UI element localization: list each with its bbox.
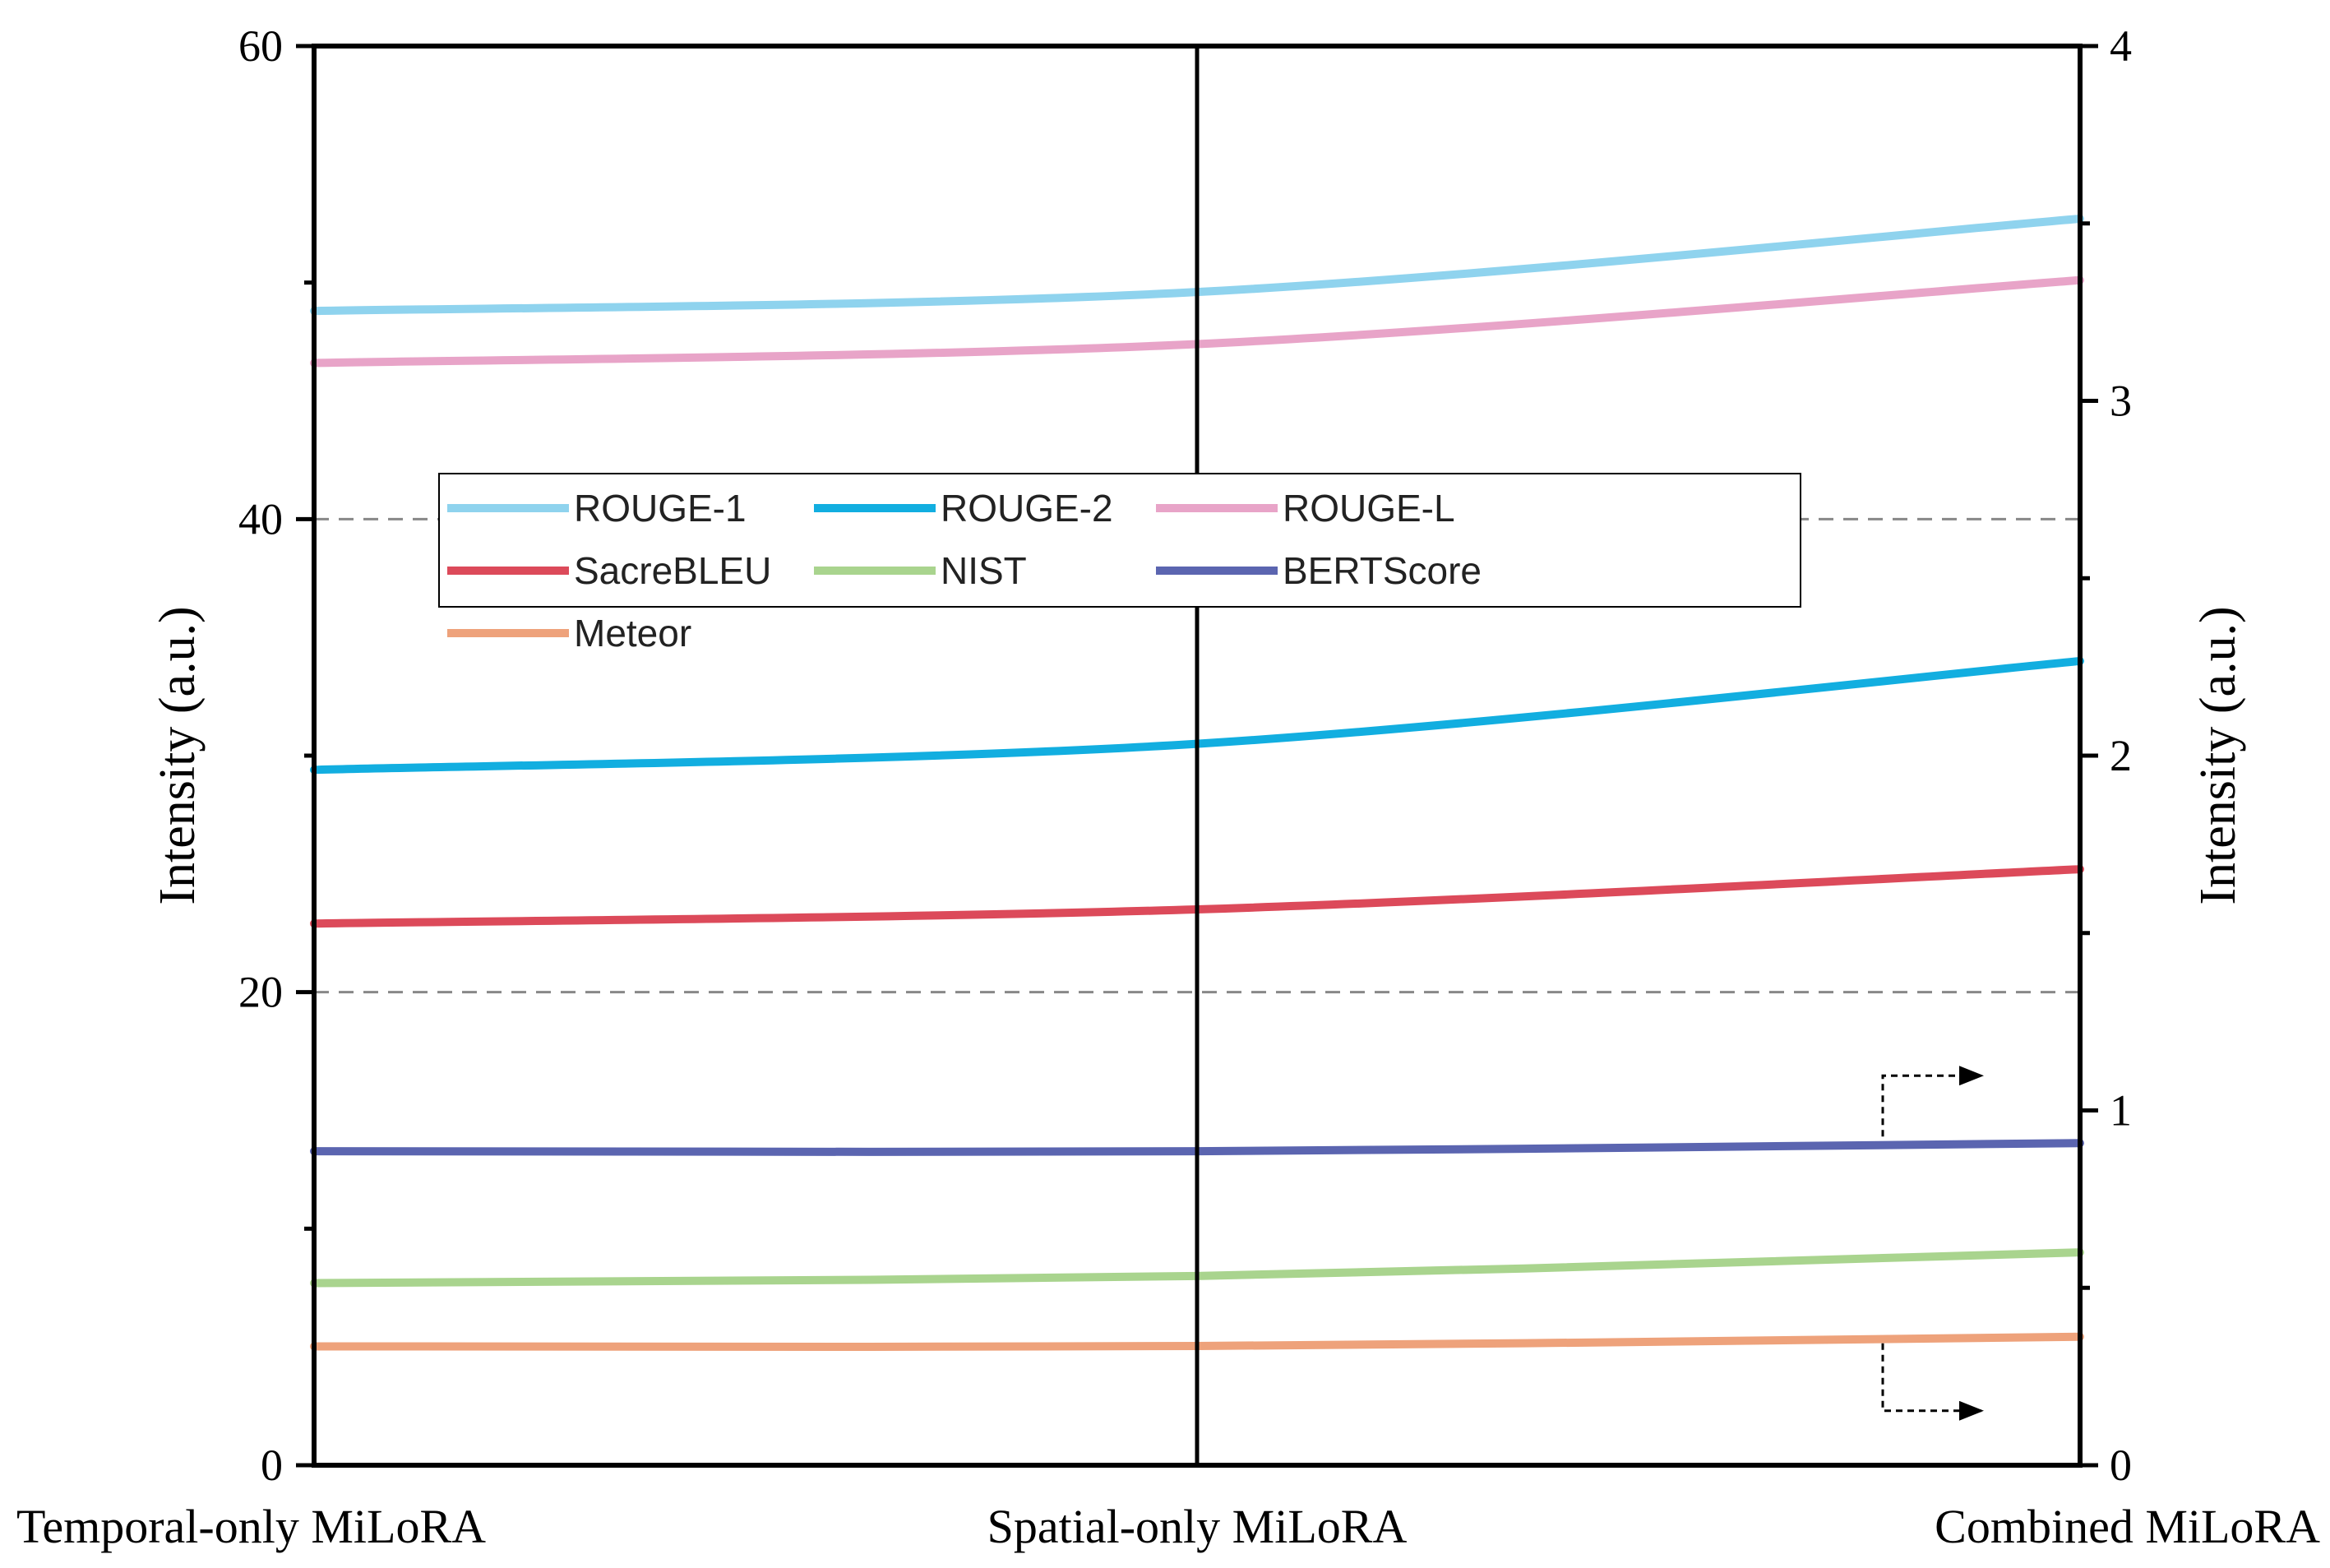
legend-label: Meteor [574, 612, 691, 654]
left-tick-label: 60 [238, 21, 283, 71]
right-tick-label: 4 [2110, 21, 2132, 71]
x-tick-label: Combined MiLoRA [1935, 1500, 2320, 1553]
legend-label: SacreBLEU [574, 549, 771, 592]
y-axis-title-left: Intensity (a.u.) [150, 606, 206, 904]
right-axis-arrow-bertscore [1881, 1066, 1984, 1137]
right-tick-label: 0 [2110, 1441, 2132, 1490]
y-axis-title-right: Intensity (a.u.) [2190, 606, 2246, 904]
axis-labels: 0 20 40 60 0 1 2 3 4 Temporal-only MiLoRA Spatial-… [16, 21, 2320, 1553]
right-axis-arrow-meteor [1881, 1343, 1984, 1421]
axes [296, 44, 2098, 1468]
left-tick-label: 20 [238, 968, 283, 1017]
axis-arrows [1881, 1066, 1984, 1421]
right-tick-label: 3 [2110, 377, 2132, 426]
left-tick-label: 0 [261, 1441, 283, 1490]
legend-label: BERTScore [1283, 549, 1482, 592]
legend: ROUGE-1 ROUGE-2 ROUGE-L SacreBLEU NIST BERTSc… [438, 473, 1801, 654]
right-tick-label: 1 [2110, 1086, 2132, 1136]
right-tick-label: 2 [2110, 731, 2132, 780]
legend-label: NIST [941, 549, 1027, 592]
x-tick-label: Temporal-only MiLoRA [16, 1500, 486, 1553]
left-tick-label: 40 [238, 494, 283, 543]
legend-label: ROUGE-1 [574, 487, 747, 530]
legend-box [438, 473, 1801, 608]
x-tick-label: Spatial-only MiLoRA [987, 1500, 1408, 1553]
legend-label: ROUGE-2 [941, 487, 1113, 530]
legend-label: ROUGE-L [1283, 487, 1455, 530]
